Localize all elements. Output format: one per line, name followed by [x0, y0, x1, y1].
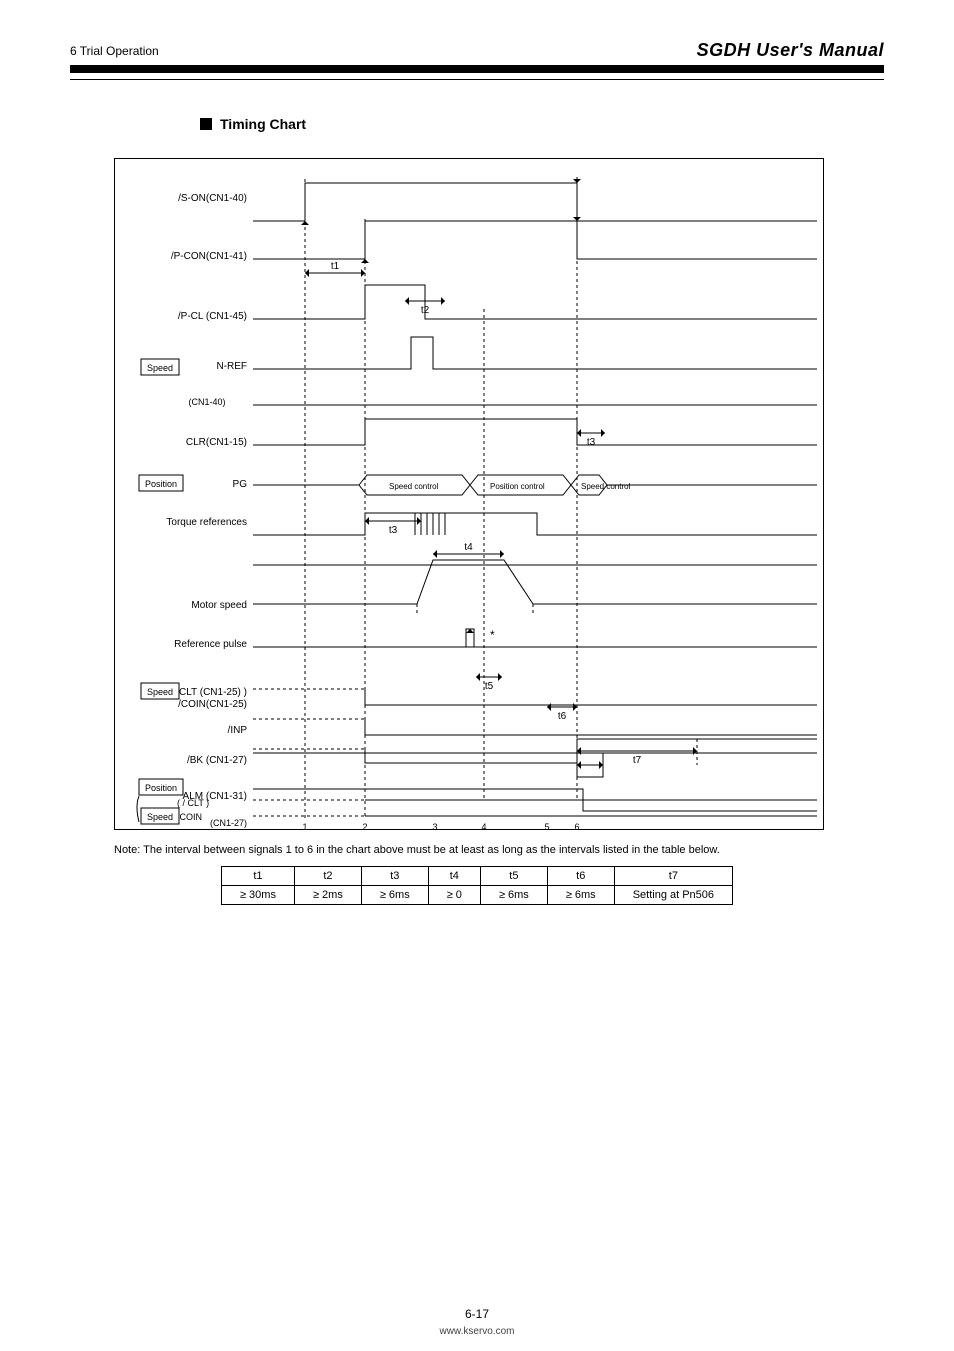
svg-text:Speed control: Speed control [581, 482, 631, 491]
svg-text:Position: Position [145, 783, 177, 793]
timing-chart-diagram: /S-ON(CN1-40) /P-CON(CN1-41) t1/P-CL (CN1-… [114, 158, 824, 830]
table-header-cell: t5 [480, 867, 547, 886]
svg-text:3: 3 [432, 822, 437, 831]
table-cell: ≥ 6ms [480, 886, 547, 905]
table-cell: ≥ 6ms [361, 886, 428, 905]
svg-text:Speed: Speed [147, 687, 173, 697]
timing-table: t1t2t3t4t5t6t7 ≥ 30ms≥ 2ms≥ 6ms≥ 0≥ 6ms≥… [221, 866, 733, 905]
header-left: 6 Trial Operation [70, 44, 159, 58]
page-header: 6 Trial Operation SGDH User's Manual [70, 40, 884, 61]
svg-text:Motor speed: Motor speed [191, 600, 247, 611]
svg-text:Speed: Speed [147, 812, 173, 822]
svg-text:Reference pulse: Reference pulse [174, 639, 247, 650]
header-rule-thick [70, 65, 884, 73]
svg-text:/INP: /INP [228, 725, 248, 736]
svg-text:Position control: Position control [490, 482, 545, 491]
header-right: SGDH User's Manual [697, 40, 884, 61]
svg-text:Speed control: Speed control [389, 482, 439, 491]
svg-text:(CN1-27): (CN1-27) [210, 818, 247, 828]
svg-text:t4: t4 [464, 542, 473, 553]
table-cell: ≥ 6ms [547, 886, 614, 905]
header-rule-thin [70, 79, 884, 80]
svg-text:t3: t3 [389, 525, 398, 536]
table-header-cell: t1 [221, 867, 294, 886]
svg-text:PG: PG [233, 479, 248, 490]
svg-text:/COIN(CN1-25): /COIN(CN1-25) [178, 699, 247, 710]
table-cell: ≥ 0 [428, 886, 480, 905]
footer-url: www.kservo.com [0, 1326, 954, 1337]
bullet-square-icon [200, 118, 212, 130]
svg-text:2: 2 [362, 822, 367, 831]
note-text: Note: The interval between signals 1 to … [114, 844, 884, 856]
svg-text:*: * [490, 628, 495, 642]
page-number: 6-17 [0, 1307, 954, 1321]
svg-text:t5: t5 [485, 681, 494, 692]
svg-text:Position: Position [145, 479, 177, 489]
svg-text:N-REF: N-REF [216, 361, 247, 372]
svg-text:t1: t1 [331, 261, 340, 272]
timing-svg: /S-ON(CN1-40) /P-CON(CN1-41) t1/P-CL (CN1-… [115, 159, 825, 831]
svg-text:1: 1 [302, 822, 307, 831]
svg-text:CLR(CN1-15): CLR(CN1-15) [186, 437, 247, 448]
table-cell: ≥ 30ms [221, 886, 294, 905]
svg-text:t2: t2 [421, 305, 430, 316]
svg-text:/P-CL (CN1-45): /P-CL (CN1-45) [178, 311, 247, 322]
table-header-cell: t7 [614, 867, 732, 886]
table-data-row: ≥ 30ms≥ 2ms≥ 6ms≥ 0≥ 6ms≥ 6msSetting at … [221, 886, 732, 905]
section-title: Timing Chart [200, 116, 884, 132]
table-header-cell: t4 [428, 867, 480, 886]
table-cell: ≥ 2ms [294, 886, 361, 905]
svg-text:6: 6 [574, 822, 579, 831]
table-header-cell: t3 [361, 867, 428, 886]
table-header-cell: t6 [547, 867, 614, 886]
svg-text:/S-ON(CN1-40): /S-ON(CN1-40) [178, 193, 247, 204]
svg-text:t7: t7 [633, 755, 642, 766]
svg-text:t6: t6 [558, 711, 567, 722]
svg-text:/COIN: /COIN [177, 812, 202, 822]
svg-text:( / CLT ): ( / CLT ) [177, 798, 209, 808]
svg-text:t3: t3 [587, 437, 596, 448]
svg-text:( /CLT (CN1-25) ): ( /CLT (CN1-25) ) [170, 687, 247, 698]
section-title-text: Timing Chart [220, 116, 306, 132]
table-cell: Setting at Pn506 [614, 886, 732, 905]
table-header-row: t1t2t3t4t5t6t7 [221, 867, 732, 886]
svg-text:(CN1-40): (CN1-40) [188, 397, 225, 407]
svg-text:Torque references: Torque references [166, 517, 247, 528]
svg-text:Speed: Speed [147, 363, 173, 373]
svg-text:4: 4 [481, 822, 486, 831]
svg-text:/BK (CN1-27): /BK (CN1-27) [187, 755, 247, 766]
table-header-cell: t2 [294, 867, 361, 886]
svg-text:/P-CON(CN1-41): /P-CON(CN1-41) [171, 251, 247, 262]
svg-text:5: 5 [544, 822, 549, 831]
